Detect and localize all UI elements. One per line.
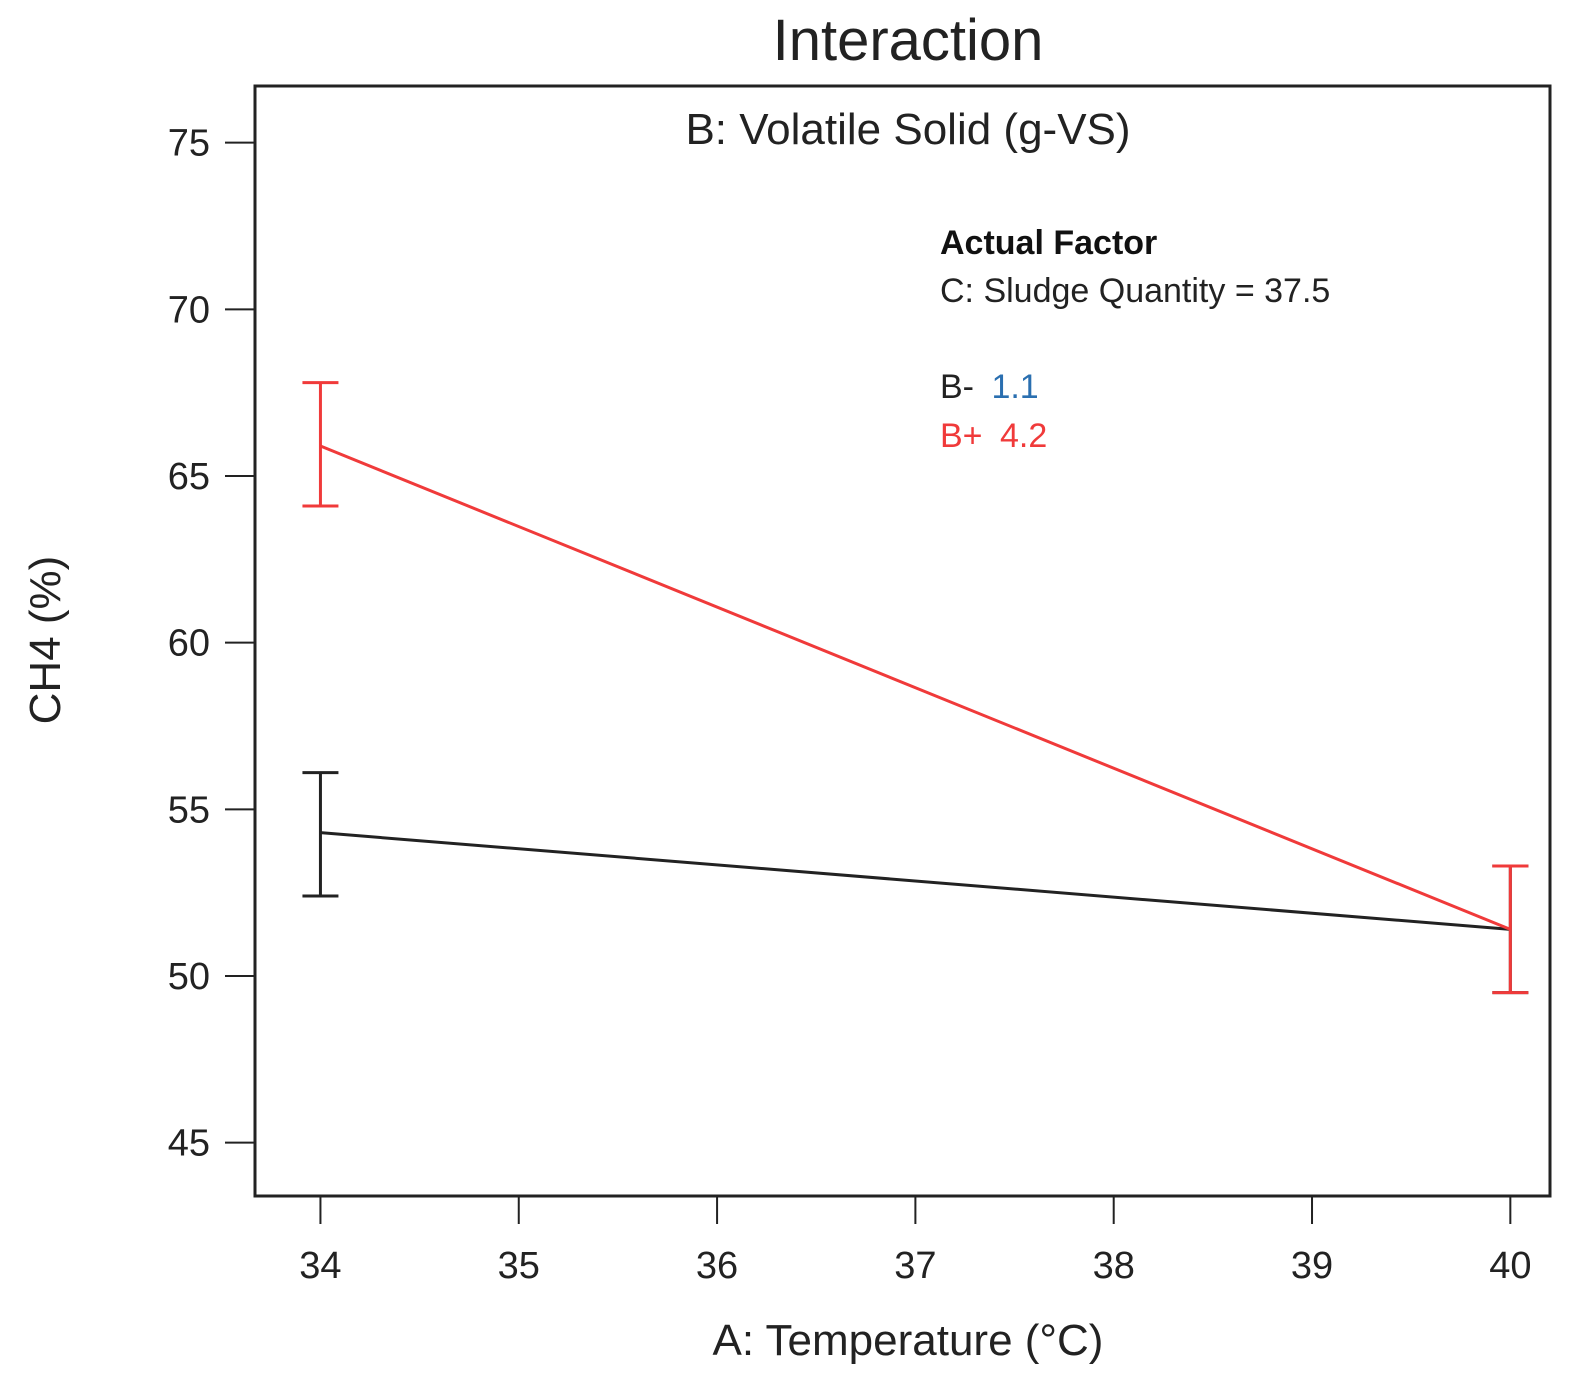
y-tick-label: 50 <box>168 956 210 998</box>
legend-entry-b-minus: B- 1.1 <box>940 368 1039 406</box>
series-layer <box>302 381 1529 995</box>
x-tick-label: 34 <box>299 1245 341 1287</box>
plot-frame <box>253 84 1552 1198</box>
error-bar-b-minus <box>302 771 339 898</box>
legend-b-minus-label: B- <box>940 368 974 406</box>
y-tick-label: 65 <box>168 456 210 498</box>
x-tick-label: 38 <box>1093 1245 1135 1287</box>
error-bar-b-plus <box>302 381 339 508</box>
legend-b-minus-value: 1.1 <box>991 368 1038 406</box>
chart-subtitle: B: Volatile Solid (g-VS) <box>685 105 1130 154</box>
series-b-minus <box>302 771 1529 995</box>
y-tick-label: 75 <box>168 123 210 165</box>
y-tick-label: 60 <box>168 623 210 665</box>
y-tick-label: 45 <box>168 1123 210 1165</box>
x-tick-label: 36 <box>696 1245 738 1287</box>
chart-title: Interaction <box>773 8 1044 73</box>
legend-entry-b-plus: B+ 4.2 <box>940 417 1047 455</box>
series-line-b-minus <box>320 831 1511 931</box>
y-tick-label: 70 <box>168 289 210 331</box>
y-axis-label: CH4 (%) <box>21 556 70 725</box>
x-tick-label: 37 <box>894 1245 936 1287</box>
legend-b-plus-value: 4.2 <box>1000 417 1047 455</box>
x-tick-label: 35 <box>498 1245 540 1287</box>
series-b-plus <box>302 381 1529 995</box>
x-tick-label: 39 <box>1291 1245 1333 1287</box>
y-axis: 45 50 55 60 65 70 75 <box>168 123 255 1165</box>
y-tick-label: 55 <box>168 789 210 831</box>
x-axis: 34 35 36 37 38 39 40 <box>299 1196 1531 1287</box>
x-tick-label: 40 <box>1489 1245 1531 1287</box>
legend-b-plus-label: B+ <box>940 417 983 455</box>
error-bar-b-plus <box>1492 864 1529 995</box>
series-line-b-plus <box>319 444 1511 931</box>
legend: B- 1.1 B+ 4.2 <box>940 368 1047 455</box>
actual-factor-text: C: Sludge Quantity = 37.5 <box>940 272 1330 310</box>
actual-factor-heading: Actual Factor <box>940 224 1157 262</box>
x-axis-label: A: Temperature (°C) <box>713 1316 1104 1365</box>
